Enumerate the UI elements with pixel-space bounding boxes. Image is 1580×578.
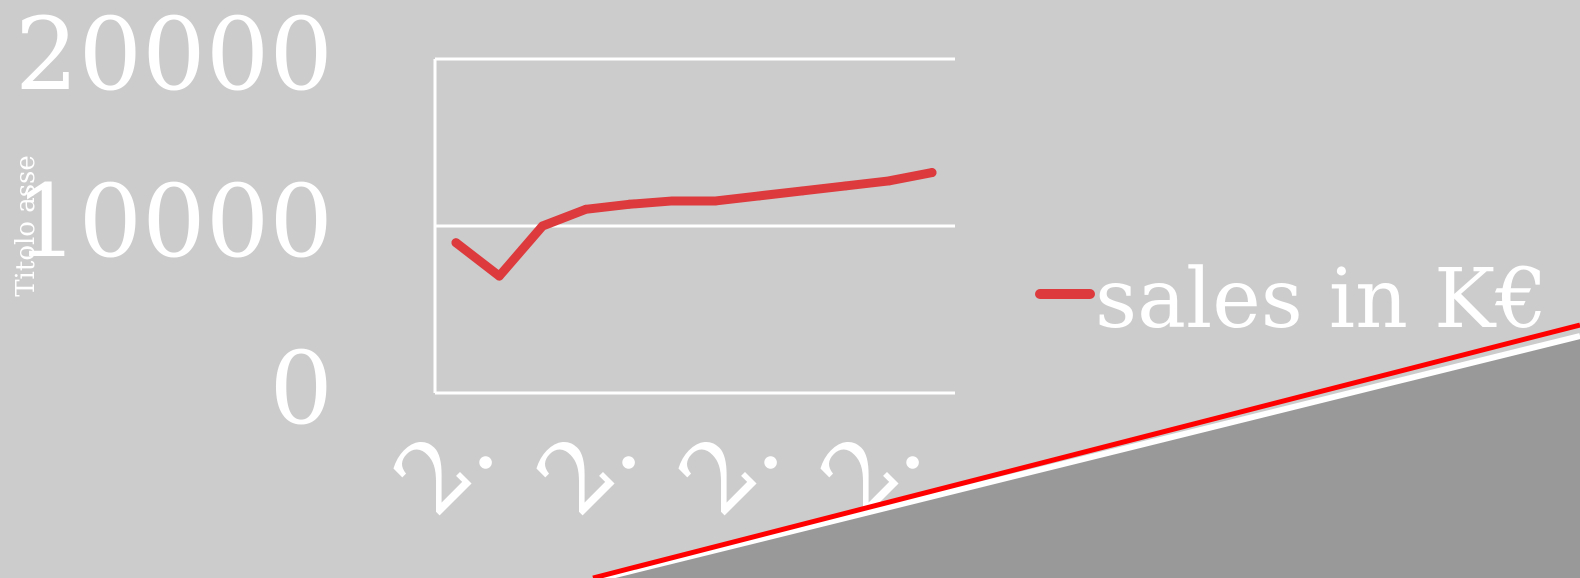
x-tick-label: 2.: [515, 392, 659, 536]
data-point: [451, 238, 461, 248]
data-point: [538, 221, 548, 231]
data-point: [581, 204, 591, 214]
y-tick-label: 10000: [15, 163, 333, 280]
diagonal-overlay: [592, 322, 1580, 578]
y-axis-title: Titolo asse: [11, 155, 41, 297]
data-point: [624, 199, 634, 209]
x-tick-label: 2.: [372, 392, 516, 536]
data-point: [840, 181, 850, 191]
y-tick-label: 0: [269, 330, 333, 447]
data-point: [884, 176, 894, 186]
overlay-white-edge: [602, 333, 1580, 578]
gridlines: [435, 57, 955, 395]
y-tick-label: 20000: [15, 0, 333, 113]
data-point: [494, 271, 504, 281]
series-line-0: [451, 168, 937, 281]
x-tick-label: 2.: [657, 392, 801, 536]
data-point: [667, 196, 677, 206]
data-point: [754, 191, 764, 201]
data-point: [797, 186, 807, 196]
data-point: [927, 168, 937, 178]
data-point: [711, 196, 721, 206]
series-lines: [451, 168, 937, 281]
overlay-red-line: [592, 322, 1580, 578]
y-tick-labels: 0 10000 20000: [15, 0, 333, 447]
legend: sales in K€: [1035, 252, 1547, 347]
legend-label: sales in K€: [1095, 252, 1547, 347]
